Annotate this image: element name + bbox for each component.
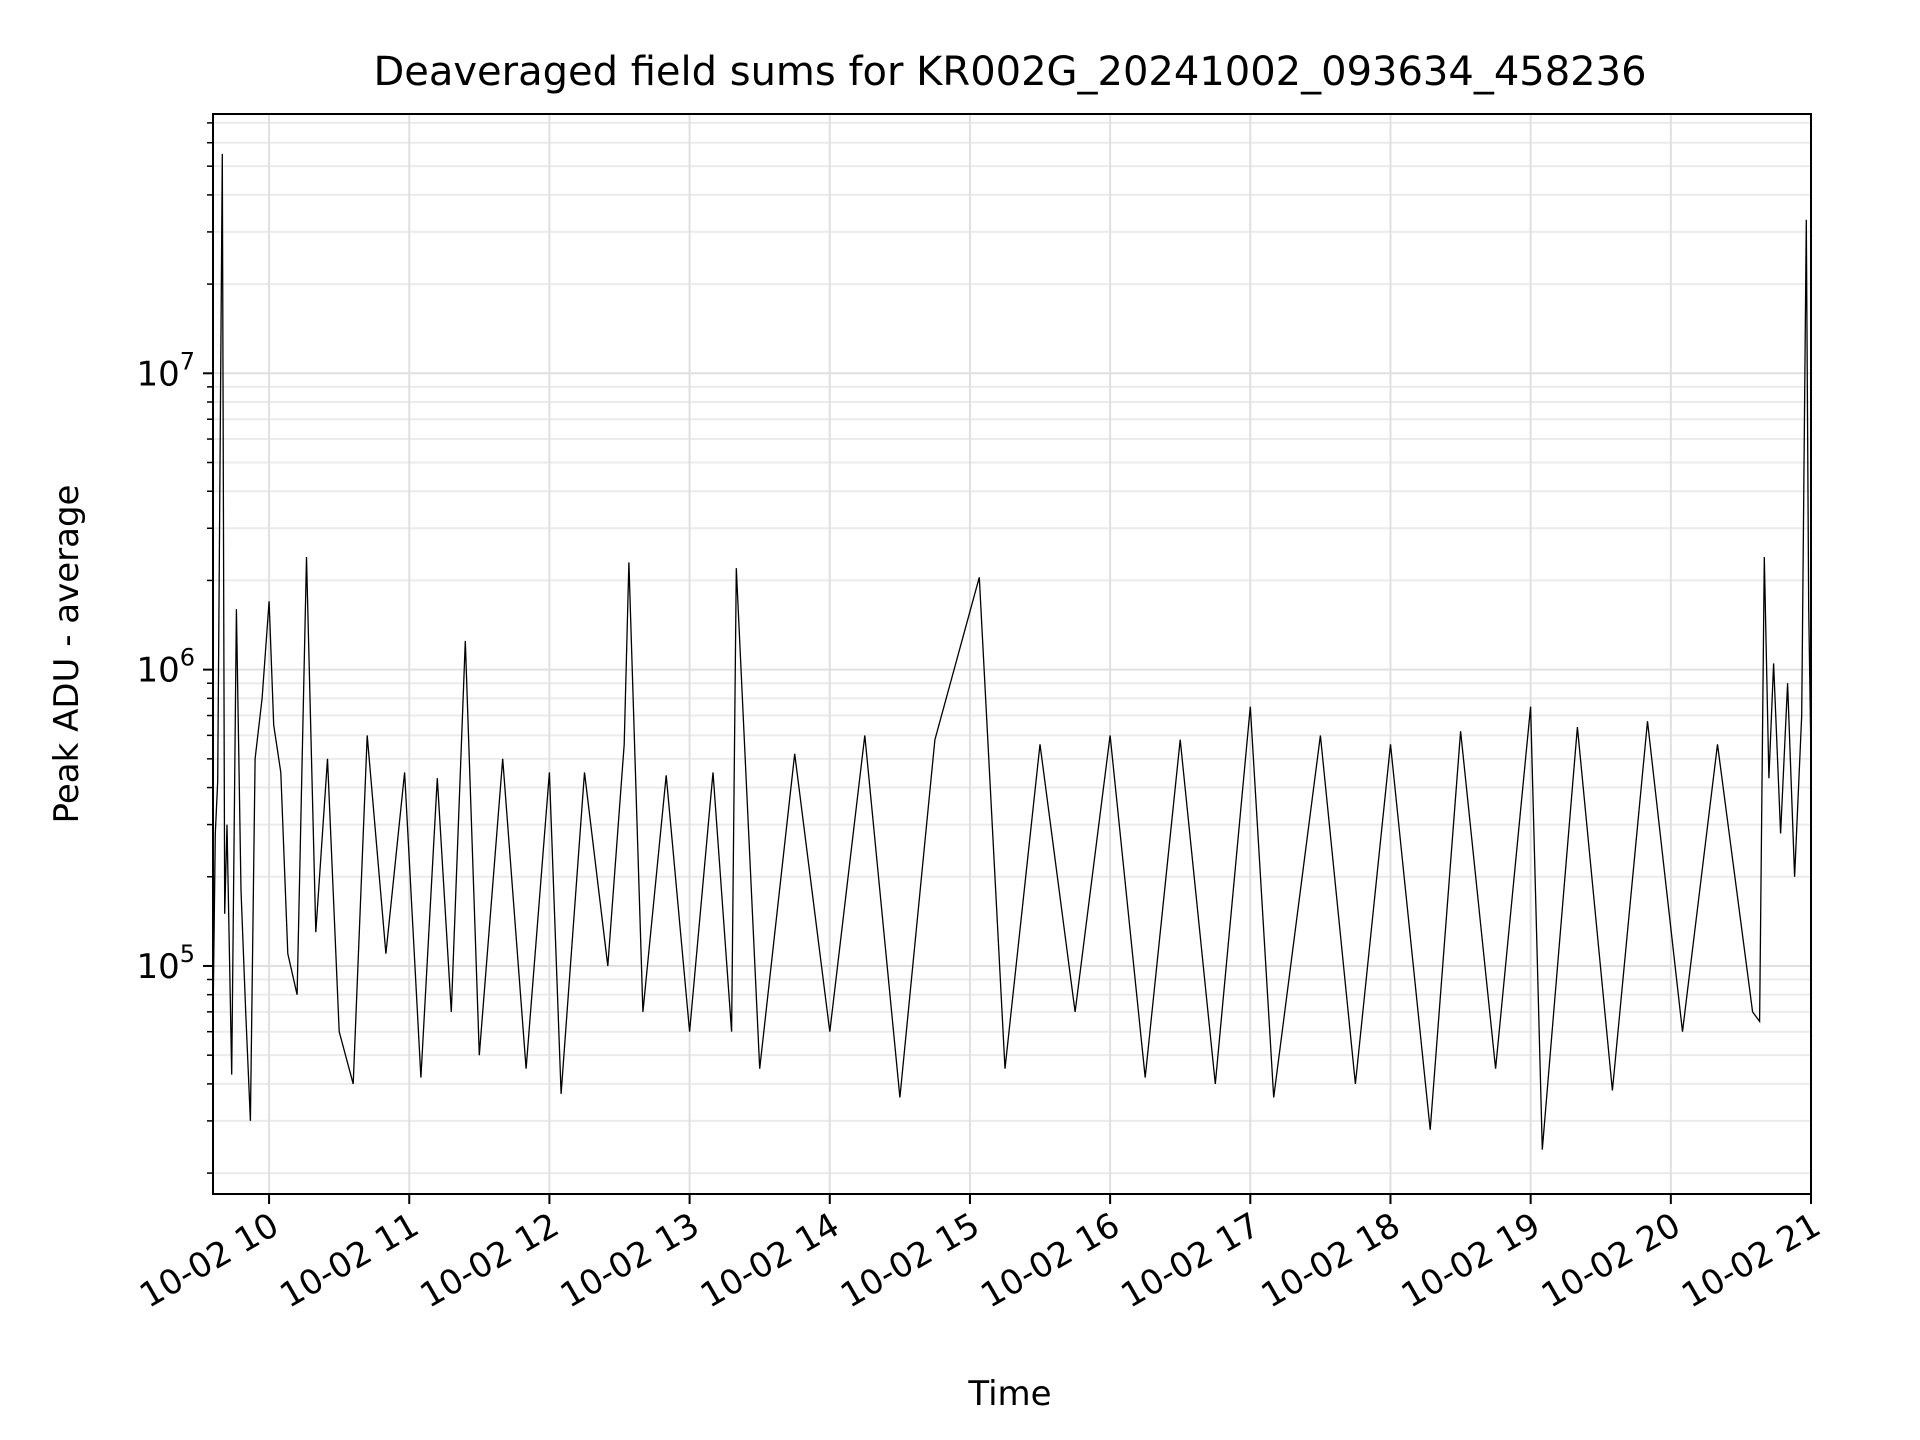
y-tick-label: 105 bbox=[136, 940, 195, 987]
chart-title: Deaveraged field sums for KR002G_2024100… bbox=[373, 49, 1646, 95]
series-layer bbox=[212, 153, 1812, 1150]
plot-frame bbox=[212, 113, 1812, 1195]
series-line bbox=[212, 153, 1812, 1150]
x-axis-label: Time bbox=[967, 1374, 1051, 1414]
y-axis: 105 106 107 bbox=[136, 122, 213, 1174]
y-tick-label: 107 bbox=[136, 347, 195, 394]
y-axis-label: Peak ADU - average bbox=[47, 485, 87, 824]
grid-minor bbox=[213, 121, 1811, 1175]
y-tick-label: 106 bbox=[136, 644, 195, 691]
